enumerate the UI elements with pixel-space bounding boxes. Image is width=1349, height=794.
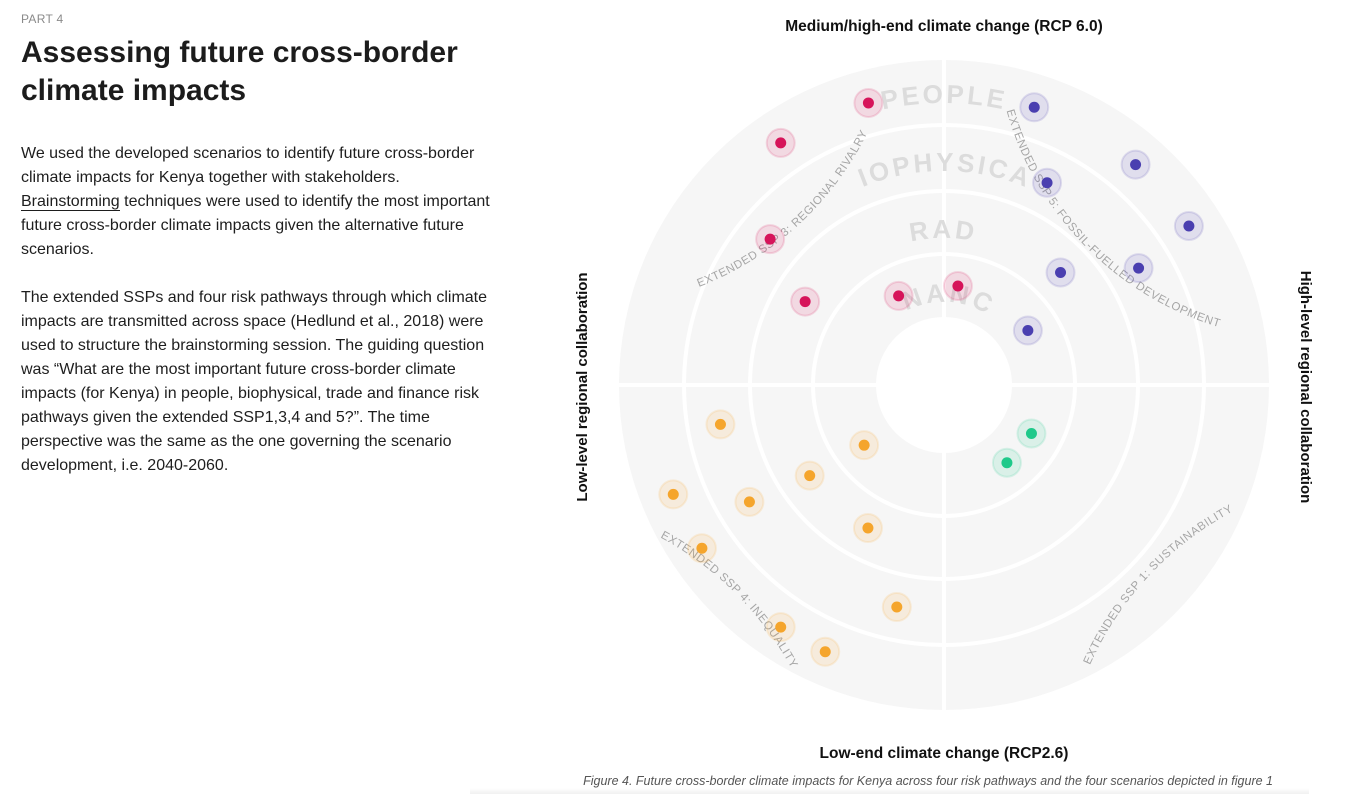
impact-point-6[interactable] [942,270,973,301]
intro-text-end: techniques were used to identify the mos… [21,193,490,258]
impact-point-4[interactable] [790,286,821,317]
impact-point-9[interactable] [1173,210,1204,241]
brainstorming-link[interactable]: Brainstorming [21,193,120,211]
impact-diagram-svg: PEOPLEBIOPHYSICALTRADEFINANCEEXTENDED SS… [540,0,1314,788]
axis-title-top: Medium/high-end climate change (RCP 6.0) [785,18,1103,35]
impact-point-16[interactable] [765,612,796,643]
impact-point-1[interactable] [853,87,884,118]
impact-point-21[interactable] [852,513,883,544]
bottom-shadow [470,788,1309,794]
impact-point-3[interactable] [755,224,786,255]
impact-point-22[interactable] [810,636,841,667]
impact-diagram: PEOPLEBIOPHYSICALTRADEFINANCEEXTENDED SS… [540,0,1349,794]
impact-point-13[interactable] [1012,315,1043,346]
impact-point-19[interactable] [881,592,912,623]
impact-point-2[interactable] [765,127,796,158]
axis-title-left: Low-level regional collaboration [574,272,591,501]
impact-point-5[interactable] [883,280,914,311]
method-paragraph: The extended SSPs and four risk pathways… [21,289,488,474]
impact-point-24[interactable] [1016,418,1047,449]
axis-title-right: High-level regional collaboration [1297,271,1314,504]
page-title: Assessing future cross-border climate im… [21,34,501,110]
page-title-line-2: climate impacts [21,74,247,107]
impact-point-8[interactable] [1120,149,1151,180]
page-title-line-1: Assessing future cross-border [21,36,458,69]
impact-point-11[interactable] [1123,253,1154,284]
intro-text-start: We used the developed scenarios to ident… [21,145,475,186]
impact-point-14[interactable] [658,479,689,510]
impact-point-15[interactable] [686,533,717,564]
impact-point-7[interactable] [1019,92,1050,123]
section-kicker: PART 4 [21,12,64,26]
article-column: PART 4 Assessing future cross-border cli… [21,12,501,502]
figure-caption: Figure 4. Future cross-border climate im… [583,774,1273,788]
impact-point-23[interactable] [849,430,880,461]
intro-paragraph: We used the developed scenarios to ident… [21,142,501,262]
impact-point-20[interactable] [794,460,825,491]
axis-title-bottom: Low-end climate change (RCP2.6) [820,745,1069,762]
impact-point-18[interactable] [734,486,765,517]
impact-point-10[interactable] [1032,167,1063,198]
impact-point-12[interactable] [1045,257,1076,288]
impact-point-17[interactable] [705,409,736,440]
impact-point-25[interactable] [991,447,1022,478]
